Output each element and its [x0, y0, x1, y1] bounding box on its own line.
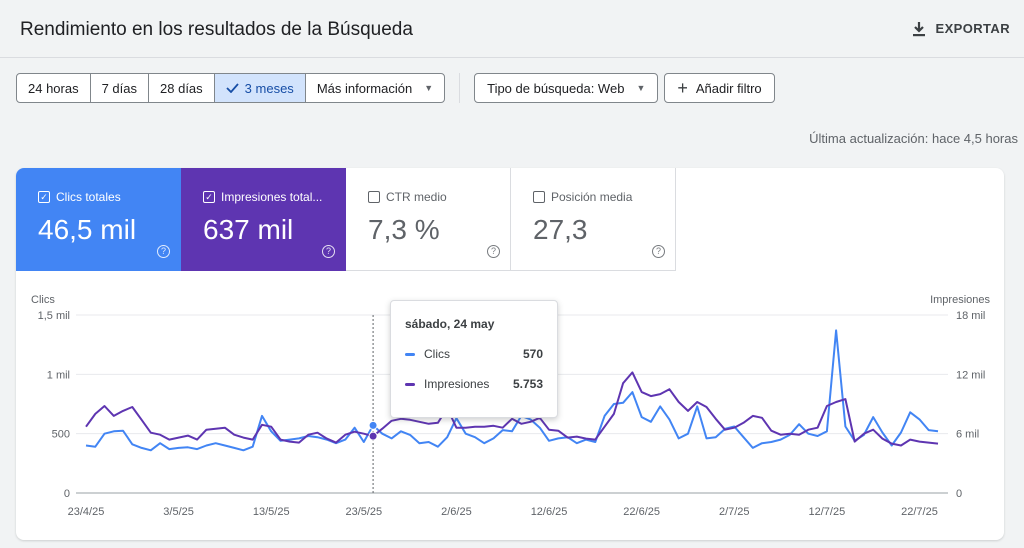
search-type-filter[interactable]: Tipo de búsqueda: Web ▼	[474, 73, 659, 103]
left-tick-label: 500	[52, 429, 70, 441]
x-tick-label: 13/5/25	[253, 506, 290, 518]
left-tick-label: 1,5 mil	[38, 310, 70, 322]
metric-value: 637 mil	[203, 214, 294, 245]
tooltip-series-value: 5.753	[512, 377, 543, 391]
date-range-more[interactable]: Más información ▼	[306, 74, 444, 102]
date-range-label: 7 días	[101, 80, 138, 96]
left-axis-title: Clics	[31, 294, 55, 306]
date-range-label: 28 días	[160, 80, 203, 96]
export-label: EXPORTAR	[935, 21, 1010, 36]
metric-clicks[interactable]: ✓ Clics totales 46,5 mil ?	[16, 168, 181, 271]
tooltip-series-name: Impresiones	[424, 377, 490, 391]
x-tick-label: 2/6/25	[441, 506, 472, 518]
help-icon[interactable]: ?	[487, 245, 500, 258]
check-icon	[226, 83, 239, 93]
metric-value: 7,3 %	[368, 214, 440, 245]
tooltip-date: sábado, 24 may	[405, 317, 495, 331]
metric-position[interactable]: Posición media 27,3 ?	[511, 168, 676, 271]
tooltip-series-name: Clics	[424, 347, 450, 361]
series-line-clics	[85, 329, 939, 452]
page-header: Rendimiento en los resultados de la Búsq…	[0, 0, 1024, 58]
help-icon[interactable]: ?	[157, 245, 170, 258]
search-type-label: Tipo de búsqueda: Web	[487, 80, 625, 96]
help-icon[interactable]: ?	[322, 245, 335, 258]
download-icon	[912, 21, 925, 36]
hover-point-clics	[368, 420, 378, 430]
right-tick-label: 18 mil	[956, 310, 985, 322]
right-tick-label: 0	[956, 488, 962, 500]
x-tick-label: 12/6/25	[531, 506, 568, 518]
x-tick-label: 12/7/25	[809, 506, 846, 518]
caret-down-icon: ▼	[636, 83, 646, 93]
tooltip-row-impressions: Impresiones 5.753	[405, 377, 543, 391]
metric-impressions[interactable]: ✓ Impresiones total... 637 mil ?	[181, 168, 346, 271]
performance-chart[interactable]: Clics Impresiones 1,5 mil 18 mil 1 mil 12 m…	[16, 168, 1004, 540]
date-range-selector: 24 horas 7 días 28 días 3 meses Más info…	[16, 73, 446, 103]
tooltip-series-value: 570	[522, 347, 543, 361]
right-axis-title: Impresiones	[930, 294, 990, 306]
x-tick-label: 23/4/25	[68, 506, 105, 518]
left-tick-label: 0	[64, 488, 70, 500]
metric-value: 27,3	[533, 214, 588, 245]
date-range-label: 24 horas	[28, 80, 79, 96]
left-tick-label: 1 mil	[47, 369, 70, 381]
date-range-label: 3 meses	[244, 80, 294, 96]
tooltip-row-clicks: Clics 570	[405, 347, 543, 361]
metric-label: Posición media	[551, 190, 633, 204]
series-swatch	[405, 382, 415, 386]
metric-label: Clics totales	[56, 190, 121, 204]
date-range-label: Más información	[316, 80, 413, 96]
caret-down-icon: ▼	[424, 83, 434, 93]
date-range-24h[interactable]: 24 horas	[17, 74, 91, 102]
x-tick-label: 2/7/25	[719, 506, 750, 518]
metric-label: CTR medio	[386, 190, 447, 204]
x-tick-label: 3/5/25	[163, 506, 194, 518]
export-button[interactable]: EXPORTAR	[912, 21, 1010, 37]
add-filter-button[interactable]: + Añadir filtro	[664, 73, 775, 103]
hover-point-impresiones	[368, 431, 378, 441]
metric-tabs: ✓ Clics totales 46,5 mil ? ✓ Impresiones t…	[16, 168, 676, 271]
filter-divider	[459, 73, 461, 103]
date-range-3m[interactable]: 3 meses	[214, 74, 306, 102]
chart-tooltip: sábado, 24 may Clics 570 Impresiones 5.7…	[390, 300, 558, 418]
checkbox-unchecked-icon	[368, 191, 380, 203]
right-tick-label: 6 mil	[956, 429, 979, 441]
date-range-7d[interactable]: 7 días	[91, 74, 150, 102]
checkbox-checked-icon: ✓	[38, 191, 50, 203]
series-line-impresiones	[85, 371, 939, 447]
performance-card: ✓ Clics totales 46,5 mil ? ✓ Impresiones t…	[16, 168, 1004, 540]
x-tick-label: 22/7/25	[901, 506, 938, 518]
help-icon[interactable]: ?	[652, 245, 665, 258]
metric-value: 46,5 mil	[38, 214, 137, 245]
checkbox-checked-icon: ✓	[203, 191, 215, 203]
plus-icon: +	[677, 78, 688, 98]
metric-label: Impresiones total...	[221, 190, 323, 204]
right-tick-label: 12 mil	[956, 369, 985, 381]
add-filter-label: Añadir filtro	[695, 80, 762, 96]
last-update-text: Última actualización: hace 4,5 horas	[809, 131, 1018, 146]
page-title: Rendimiento en los resultados de la Búsq…	[20, 18, 413, 40]
x-tick-label: 23/5/25	[345, 506, 382, 518]
metric-ctr[interactable]: CTR medio 7,3 % ?	[346, 168, 511, 271]
date-range-28d[interactable]: 28 días	[149, 74, 215, 102]
series-swatch	[405, 352, 415, 356]
x-tick-label: 22/6/25	[623, 506, 660, 518]
filter-bar: 24 horas 7 días 28 días 3 meses Más info…	[16, 73, 781, 103]
checkbox-unchecked-icon	[533, 191, 545, 203]
